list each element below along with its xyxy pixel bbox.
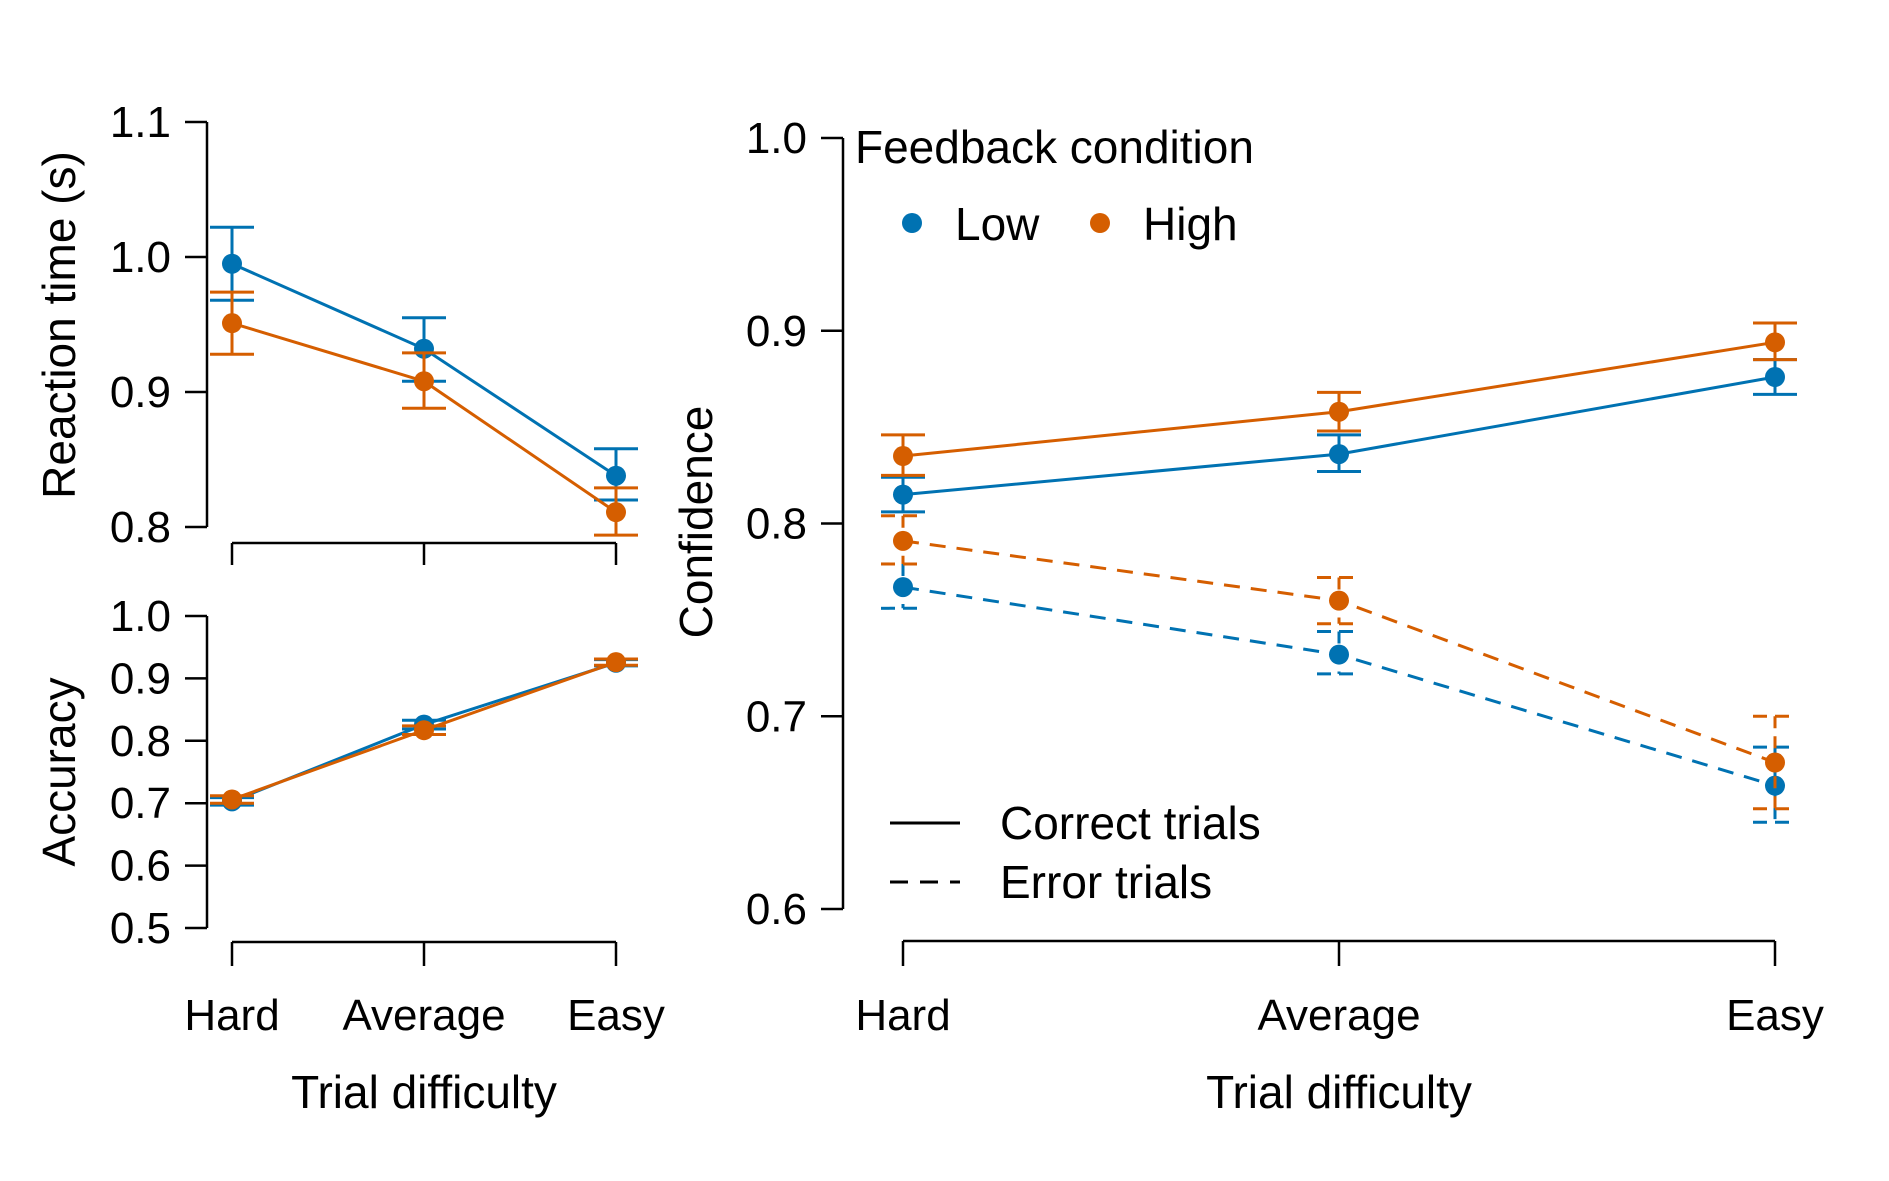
data-point [1765, 332, 1785, 353]
x-tick-label: Easy [1726, 991, 1824, 1040]
accuracy-panel: 0.5 0.6 0.7 0.8 0.9 1.0 Accuracy Hard Average Eas… [33, 592, 665, 1118]
y-axis-label: Confidence [670, 406, 722, 639]
legend-title: Feedback condition [855, 121, 1254, 173]
y-tick-label: 1.0 [110, 592, 171, 641]
x-axis-label: Trial difficulty [1206, 1066, 1472, 1118]
y-tick-label: 0.8 [110, 503, 171, 552]
data-point [222, 789, 242, 810]
x-axis-label: Trial difficulty [291, 1066, 557, 1118]
x-tick-label: Average [342, 991, 505, 1040]
legend-error-trials-label: Error trials [1000, 856, 1212, 908]
series-low-solid [881, 358, 1797, 514]
data-point [893, 530, 913, 551]
legend-low-label: Low [955, 198, 1040, 250]
data-point [222, 313, 242, 334]
legend-trial-type: Correct trials Error trials [890, 797, 1261, 908]
data-point [606, 502, 626, 523]
data-point [222, 253, 242, 274]
y-tick-label: 0.9 [110, 654, 171, 703]
data-point [414, 720, 434, 741]
data-point [606, 652, 626, 673]
y-axis-label: Accuracy [33, 677, 85, 866]
data-point [1765, 752, 1785, 773]
data-point [606, 465, 626, 486]
data-point [414, 371, 434, 392]
reaction-time-panel: 0.8 0.9 1.0 1.1 Reaction time (s) [33, 98, 638, 565]
y-tick-label: 1.0 [746, 114, 807, 163]
y-axis-label: Reaction time (s) [33, 151, 85, 499]
legend-feedback-condition: Feedback condition Low High [855, 121, 1254, 250]
data-point [893, 446, 913, 467]
data-point [1329, 644, 1349, 665]
y-tick-label: 0.7 [110, 779, 171, 828]
y-tick-label: 0.9 [746, 307, 807, 356]
series-high-solid [881, 321, 1797, 477]
legend-high-marker [1090, 213, 1110, 233]
y-tick-label: 0.8 [746, 500, 807, 549]
series-high-solid [210, 652, 638, 810]
y-tick-label: 1.0 [110, 233, 171, 282]
y-tick-label: 1.1 [110, 98, 171, 147]
y-tick-label: 0.7 [746, 692, 807, 741]
y-tick-label: 0.6 [110, 842, 171, 891]
x-tick-label: Hard [855, 991, 950, 1040]
legend-correct-trials-label: Correct trials [1000, 797, 1261, 849]
x-tick-label: Average [1257, 991, 1420, 1040]
y-tick-label: 0.6 [746, 885, 807, 934]
data-point [1329, 590, 1349, 611]
series-high-solid [210, 290, 638, 537]
series-high-dashed [881, 514, 1797, 811]
x-tick-label: Easy [567, 991, 665, 1040]
data-point [1329, 444, 1349, 465]
confidence-panel: 0.6 0.7 0.8 0.9 1.0 Confidence Hard Average Easy… [670, 114, 1824, 1118]
y-tick-label: 0.5 [110, 904, 171, 953]
legend-high-label: High [1143, 198, 1238, 250]
x-tick-label: Hard [184, 991, 279, 1040]
data-point [1329, 401, 1349, 422]
legend-low-marker [902, 213, 922, 233]
series-line [902, 585, 1776, 788]
data-point [1765, 367, 1785, 388]
data-point [893, 484, 913, 505]
y-tick-label: 0.9 [110, 368, 171, 417]
data-point [893, 577, 913, 598]
y-tick-label: 0.8 [110, 717, 171, 766]
